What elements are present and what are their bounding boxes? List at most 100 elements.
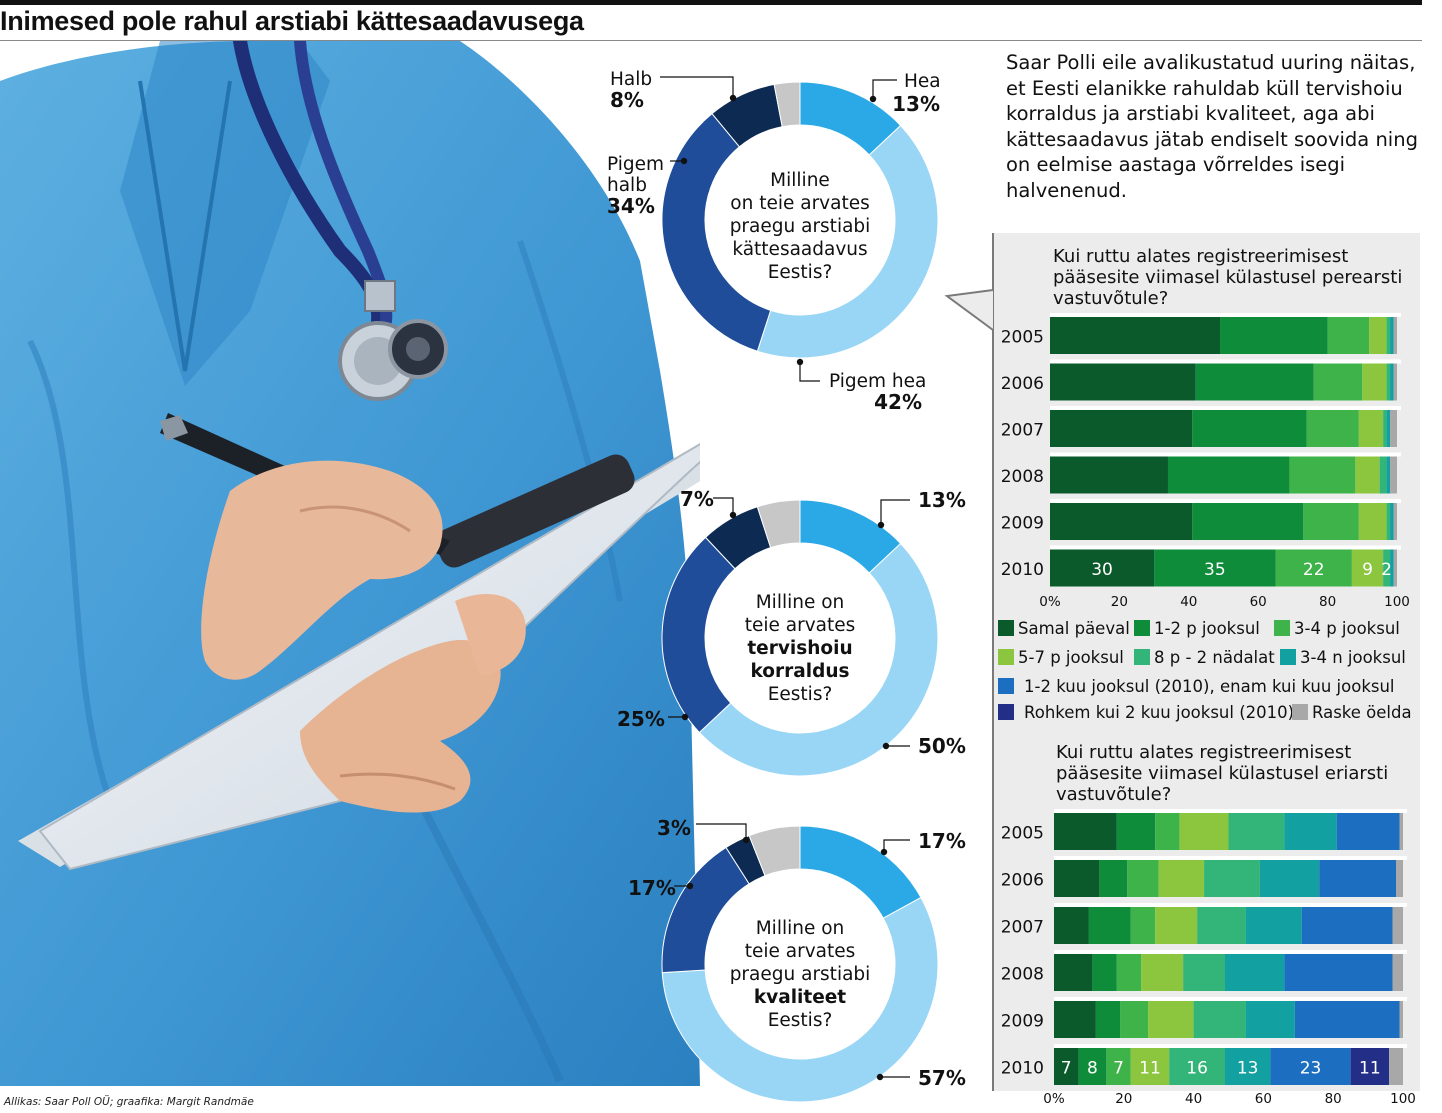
donut-1-label-name: Halb xyxy=(610,69,652,90)
bar-segment xyxy=(1169,1048,1226,1085)
bar-segment xyxy=(1130,907,1156,944)
donut-3-leader-line xyxy=(696,823,747,840)
bar-segment xyxy=(1099,860,1128,897)
bar-segment xyxy=(1050,410,1193,447)
nurse-photo xyxy=(0,41,700,1086)
donut-3-leader-line xyxy=(883,839,910,852)
legend-swatch xyxy=(998,620,1014,636)
bar-segment xyxy=(1386,503,1391,540)
bar-segment xyxy=(1130,1048,1170,1085)
source-credit: Allikas: Saar Poll OÜ; graafika: Margit … xyxy=(4,1096,254,1108)
donut-1-slice xyxy=(773,81,801,128)
donut-3-question-line: teie arvates xyxy=(745,941,856,962)
bar-segment xyxy=(1141,954,1184,991)
legend-label: Samal päeval xyxy=(1018,619,1130,638)
bar-segment xyxy=(1351,549,1384,587)
bar-segment xyxy=(1092,954,1117,991)
bar-row-separator xyxy=(1054,856,1407,860)
bar-row-separator xyxy=(1050,313,1401,317)
bar-segment xyxy=(1386,317,1391,354)
bar-segment xyxy=(1386,363,1391,401)
bar-chart-2-tick-label: 40 xyxy=(1185,1091,1202,1107)
bar-chart-1-tick-label: 0% xyxy=(1039,594,1061,610)
bar-segment xyxy=(1362,363,1387,401)
donut-3-slice xyxy=(661,846,750,974)
bar-segment xyxy=(1245,907,1302,944)
donut-2-question-line: Milline on xyxy=(756,592,845,613)
bar-segment xyxy=(1116,813,1156,850)
bar-segment xyxy=(1050,456,1168,494)
donut-3-leader-dot xyxy=(742,836,750,844)
bar-segment xyxy=(1054,907,1089,944)
bar-segment xyxy=(1327,317,1370,354)
bar-chart-2-year-label: 2009 xyxy=(1001,1012,1044,1032)
bar-segment xyxy=(1390,317,1394,354)
bar-segment xyxy=(1303,503,1359,540)
bar-segment xyxy=(1390,549,1394,587)
donut-2-slice xyxy=(698,542,939,777)
donut-3-leader-dot xyxy=(686,882,694,890)
bar-segment xyxy=(1179,813,1229,850)
bar-segment xyxy=(1383,549,1391,587)
legend-swatch xyxy=(1280,649,1296,665)
bar-chart-1-tick-label: 60 xyxy=(1250,594,1267,610)
bar-chart-1-data-label: 35 xyxy=(1204,560,1226,580)
legend-swatch xyxy=(1274,620,1290,636)
bar-segment xyxy=(1389,1048,1403,1085)
bar-segment xyxy=(1220,317,1328,354)
donut-1-leader-line xyxy=(872,79,897,99)
bar-segment xyxy=(1054,954,1093,991)
bar-chart-2-year-label: 2005 xyxy=(1001,824,1044,844)
donut-3-question-line: praegu arstiabi xyxy=(730,964,871,985)
top-rule xyxy=(0,0,1422,5)
donut-3-leader-dot xyxy=(880,848,888,856)
bar-row-separator xyxy=(1054,809,1407,813)
bar-segment xyxy=(1183,954,1226,991)
bar-chart-1-data-label: 9 xyxy=(1362,560,1373,580)
donut-2-question-line: Eestis? xyxy=(768,684,833,705)
donut-1-label-word: Pigem xyxy=(607,154,664,175)
bar-segment xyxy=(1204,860,1260,897)
page-title: Inimesed pole rahul arstiabi kättesaadav… xyxy=(0,6,584,36)
bar-row-separator xyxy=(1050,499,1401,503)
donut-1-label-name: Pigem hea xyxy=(829,371,926,392)
bar-segment xyxy=(1399,813,1403,850)
donut-2-leader-dot xyxy=(681,713,689,721)
bar-chart-2-year-label: 2007 xyxy=(1001,918,1044,938)
bar-segment xyxy=(1383,410,1387,447)
bar-segment xyxy=(1393,363,1397,401)
bar-row-separator xyxy=(1054,903,1407,907)
bar-segment xyxy=(1192,503,1304,540)
bar-chart-2-title-line: pääsesite viimasel külastusel eriarsti xyxy=(1056,763,1388,784)
donut-2-slice xyxy=(661,536,736,734)
bar-segment xyxy=(1106,1048,1131,1085)
bar-segment xyxy=(1393,503,1397,540)
donut-1-question-line: on teie arvates xyxy=(730,193,869,214)
panel-pointer xyxy=(947,290,993,330)
donut-2-leader-line xyxy=(880,499,910,525)
bar-segment xyxy=(1289,456,1356,494)
bar-chart-1-data-label: 22 xyxy=(1303,560,1325,580)
donut-1-question-line: Eestis? xyxy=(768,262,833,283)
donut-2-label-value: 50% xyxy=(918,734,966,758)
bar-segment xyxy=(1390,456,1397,494)
bar-chart-2-year-label: 2010 xyxy=(1001,1059,1044,1079)
bar-chart-1-year-label: 2008 xyxy=(1001,467,1044,487)
bar-segment xyxy=(1284,813,1337,850)
bar-segment xyxy=(1392,907,1403,944)
bar-segment xyxy=(1155,907,1198,944)
donut-2-leader-dot xyxy=(877,521,885,529)
donut-3-question-line: Milline on xyxy=(756,918,845,939)
legend-label: 1-2 kuu jooksul (2010), enam kui kuu joo… xyxy=(1024,677,1395,696)
bar-segment xyxy=(1088,907,1131,944)
donut-3-label-value: 17% xyxy=(628,876,676,900)
bar-segment xyxy=(1116,954,1142,991)
donut-1-leader-dot xyxy=(869,95,877,103)
bar-chart-2-tick-label: 20 xyxy=(1115,1091,1132,1107)
donut-1-leader-dot xyxy=(729,94,737,102)
donut-1-label-name: Hea xyxy=(904,71,941,92)
bar-chart-2-data-label: 23 xyxy=(1300,1059,1322,1079)
bar-segment xyxy=(1228,813,1285,850)
bar-segment xyxy=(1054,1001,1096,1038)
bar-chart-2-year-label: 2006 xyxy=(1001,871,1044,891)
